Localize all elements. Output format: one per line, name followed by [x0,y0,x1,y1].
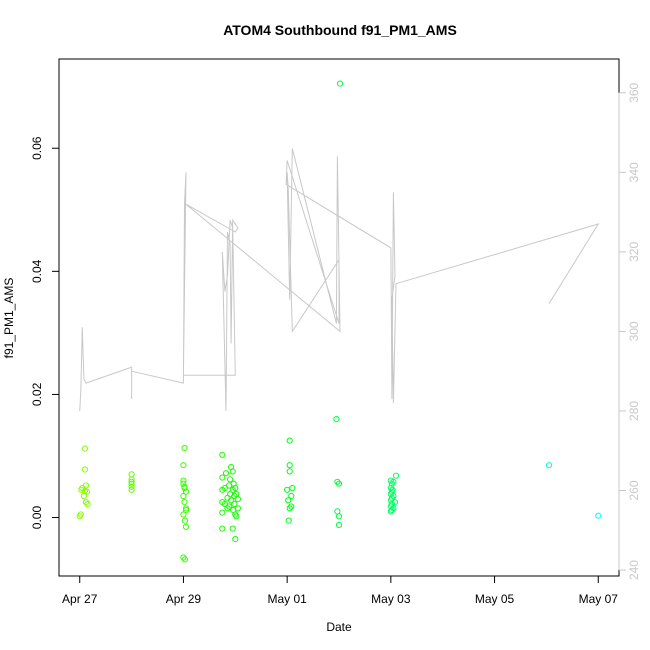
data-point [180,554,187,561]
data-point [335,521,343,529]
data-point [228,497,235,504]
y2-tick-label: 300 [627,321,641,341]
data-point [181,499,188,506]
data-point [286,468,293,475]
data-point [232,536,239,543]
data-point [234,496,241,503]
data-point [286,437,293,444]
x-tick-label: May 07 [579,592,619,606]
x-axis: Apr 27 Apr 29 May 01 May 03 May 05 May 07 [62,575,619,606]
chart-title: ATOM4 Southbound f91_PM1_AMS [223,22,457,38]
data-point [229,468,236,475]
data-point [392,472,400,479]
data-point [288,492,295,500]
data-point [182,505,190,512]
data-point [181,556,189,563]
data-point [595,512,602,519]
data-point [285,517,292,524]
data-point [219,474,226,481]
data-point [284,486,291,493]
data-point [336,80,344,87]
data-point [78,486,85,493]
y2-tick-label: 260 [627,480,641,500]
data-point [128,478,135,485]
data-point [289,484,296,492]
x-tick-label: May 03 [371,592,411,606]
data-point [391,499,399,506]
x-tick-label: Apr 29 [166,592,202,606]
data-point [128,471,135,478]
data-point [234,505,241,512]
data-point [180,477,187,484]
data-point [333,416,340,423]
data-point [334,478,341,485]
data-point [545,462,553,469]
data-point [81,466,89,473]
y2-tick-label: 320 [627,242,641,262]
data-point [77,511,84,518]
data-point [222,470,230,477]
y-axis-label: f91_PM1_AMS [2,278,16,359]
data-point [390,478,397,485]
data-point [82,482,90,489]
data-point [219,525,226,532]
x-tick-label: Apr 27 [62,592,98,606]
data-point [182,507,190,514]
y2-tick-label: 340 [627,162,641,182]
data-point [128,480,135,487]
y-tick-label: 0.00 [30,506,44,530]
data-point [229,525,236,532]
y-tick-label: 0.06 [30,136,44,160]
data-point [286,505,293,512]
data-point [181,444,188,452]
data-point [181,484,188,492]
data-point [335,513,343,520]
data-point [285,497,292,504]
x-axis-label: Date [326,620,352,634]
data-point [182,523,190,530]
data-point [232,484,239,492]
points-layer [76,80,602,563]
x-tick-label: May 05 [475,592,515,606]
secondary-line-layer [79,148,600,412]
data-point [180,480,187,487]
data-point [180,462,187,469]
data-point [389,486,396,493]
y2-tick-label: 240 [627,560,641,580]
data-point [387,484,394,492]
y2-tick-label: 360 [627,82,641,102]
data-point [226,503,233,510]
secondary-series-line [79,148,600,412]
data-point [390,505,397,512]
data-point [182,488,190,495]
data-point [128,486,135,493]
data-point [219,509,226,516]
data-point [231,492,238,500]
data-point [224,505,231,512]
x-tick-label: May 01 [267,592,307,606]
data-point [219,451,226,458]
data-point [388,494,395,501]
data-point [390,492,397,500]
y-tick-label: 0.02 [30,382,44,406]
data-point [335,480,343,487]
data-point [180,511,187,518]
data-point [233,513,240,520]
data-point [231,500,238,508]
data-point [180,492,187,500]
data-point [288,503,295,510]
y-tick-label: 0.04 [30,259,44,283]
data-point [83,488,91,495]
y2-axis: 240 260 280 300 320 340 360 [618,82,641,580]
data-point [181,517,189,524]
y-axis: 0.00 0.02 0.04 0.06 [30,136,59,529]
y2-tick-label: 280 [627,401,641,421]
data-point [84,500,91,508]
data-point [388,507,395,514]
data-point [81,445,89,452]
data-point [227,476,234,483]
data-point [286,462,293,469]
